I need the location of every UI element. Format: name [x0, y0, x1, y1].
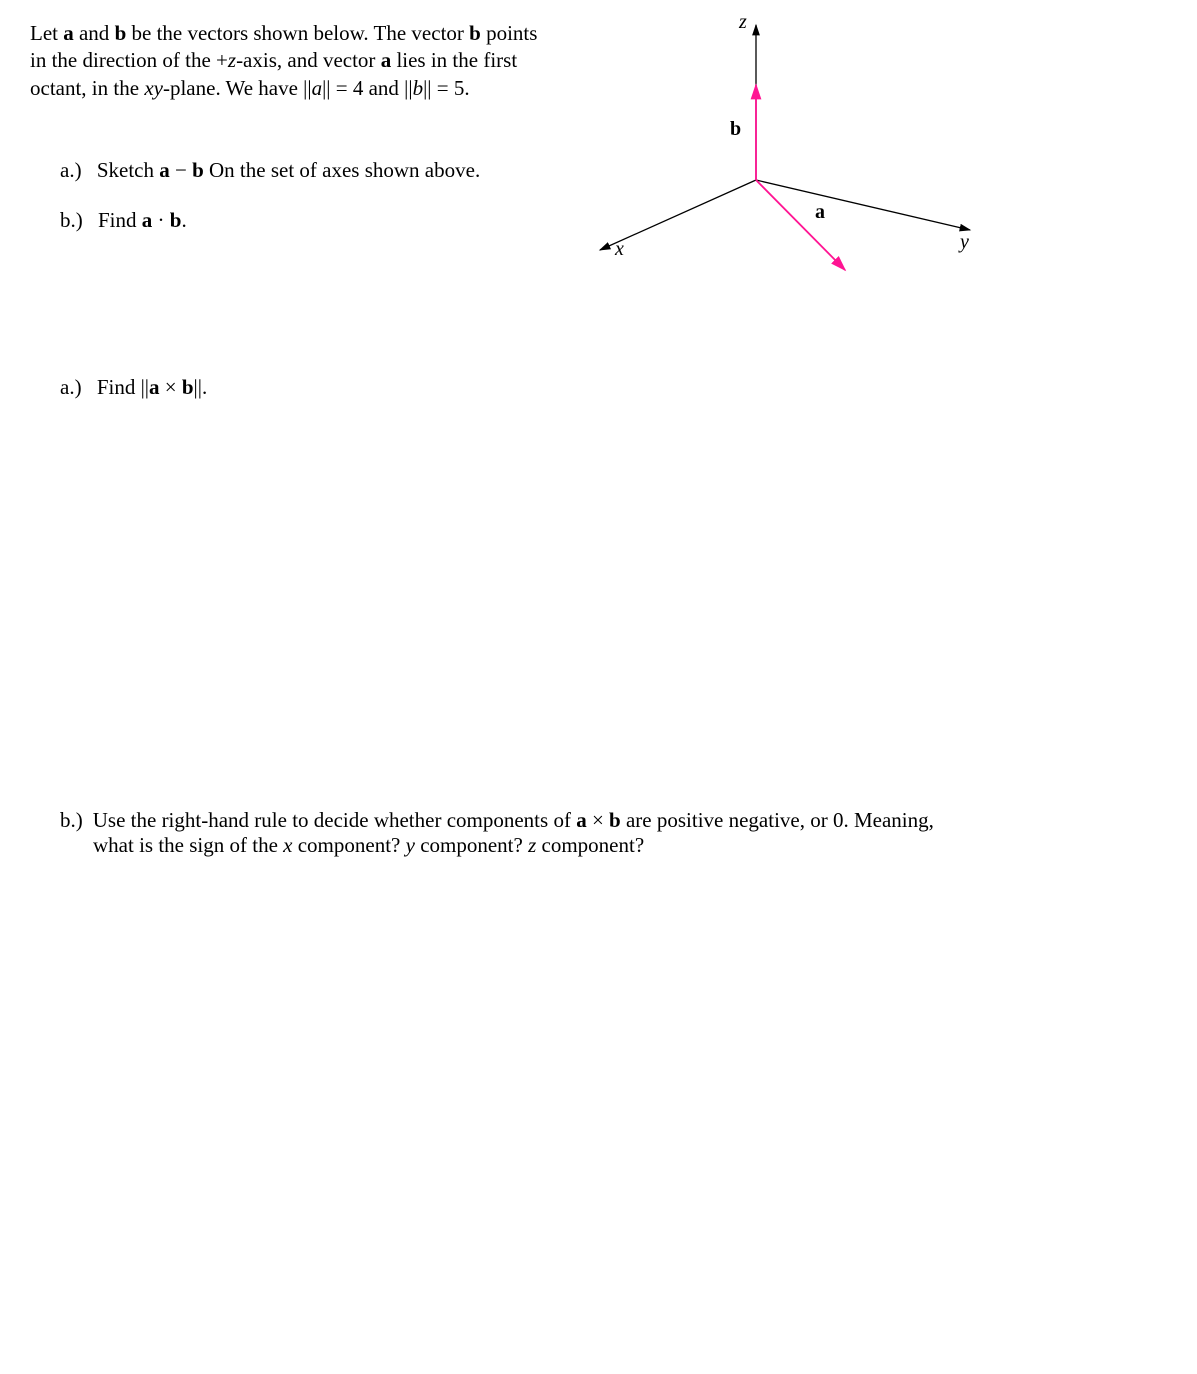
- label: b.): [60, 208, 83, 232]
- text: what is the sign of the: [93, 833, 283, 857]
- intro-paragraph: Let a and b be the vectors shown below. …: [30, 20, 590, 102]
- y-axis: [756, 180, 970, 230]
- vector-b-bold: b: [170, 208, 182, 232]
- text: octant, in the: [30, 76, 144, 100]
- vector-b-bold: b: [469, 21, 481, 45]
- y-axis-label: y: [958, 231, 969, 253]
- question-b2: b.) Use the right-hand rule to decide whe…: [60, 808, 980, 858]
- question-a1: a.) Sketch a − b On the set of axes show…: [60, 158, 480, 183]
- text: ||.: [194, 375, 208, 399]
- text: Use the right-hand rule to decide whethe…: [93, 808, 576, 832]
- text: || = 4 and ||: [322, 76, 412, 100]
- text: Find: [98, 208, 142, 232]
- vector-a-bold: a: [576, 808, 587, 832]
- y-italic: y: [406, 833, 415, 857]
- vector-a-bold: a: [63, 21, 74, 45]
- label: a.): [60, 158, 82, 182]
- b-italic: b: [413, 76, 424, 100]
- text: .: [181, 208, 186, 232]
- text: lies in the first: [391, 48, 517, 72]
- text: component?: [536, 833, 644, 857]
- question-b1: b.) Find a · b.: [60, 208, 187, 233]
- text: in the direction of the +: [30, 48, 228, 72]
- text: Let: [30, 21, 63, 45]
- text: ×: [160, 375, 182, 399]
- text: and: [74, 21, 115, 45]
- vector-a-bold: a: [381, 48, 392, 72]
- z-axis-label: z: [738, 11, 747, 33]
- xy-italic: xy: [144, 76, 163, 100]
- text: ×: [587, 808, 609, 832]
- vector-b-bold: b: [609, 808, 621, 832]
- vector-a-bold: a: [159, 158, 170, 182]
- text: -plane. We have ||: [163, 76, 312, 100]
- text: ·: [152, 208, 170, 232]
- text: component?: [415, 833, 528, 857]
- text: are positive negative, or 0. Meaning,: [621, 808, 934, 832]
- diagram-svg: z y x b a: [560, 10, 1000, 320]
- label: a.): [60, 375, 82, 399]
- vector-a: [756, 180, 845, 270]
- z-italic: z: [228, 48, 236, 72]
- vector-a-bold: a: [142, 208, 153, 232]
- label: b.): [60, 808, 83, 832]
- text: component?: [292, 833, 405, 857]
- text: Sketch: [97, 158, 159, 182]
- x-axis-label: x: [614, 238, 624, 260]
- text: −: [170, 158, 192, 182]
- text: Find ||: [97, 375, 149, 399]
- vector-b-bold: b: [115, 21, 127, 45]
- a-italic: a: [312, 76, 323, 100]
- text: points: [481, 21, 538, 45]
- text: be the vectors shown below. The vector: [126, 21, 469, 45]
- question-a2: a.) Find ||a × b||.: [60, 375, 207, 400]
- vector-b-bold: b: [192, 158, 204, 182]
- text: On the set of axes shown above.: [204, 158, 480, 182]
- vector-a-bold: a: [149, 375, 160, 399]
- a-vector-label: a: [815, 201, 825, 223]
- text: -axis, and vector: [236, 48, 381, 72]
- b-vector-label: b: [730, 118, 741, 140]
- vector-b-bold: b: [182, 375, 194, 399]
- vector-diagram: z y x b a: [560, 10, 1000, 320]
- text: || = 5.: [423, 76, 470, 100]
